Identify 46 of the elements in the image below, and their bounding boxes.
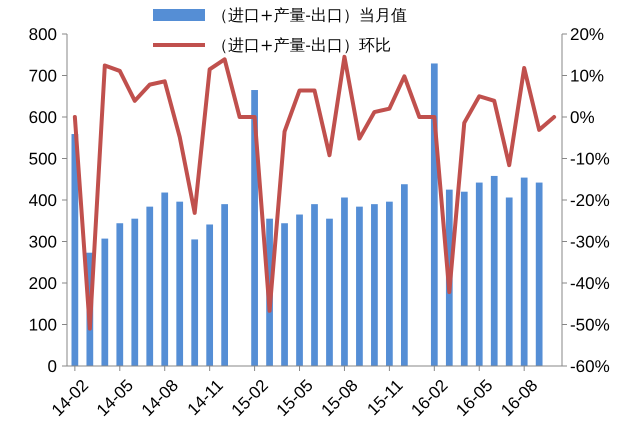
y2-tick-label: 20% — [570, 24, 604, 44]
y2-tick-label: -40% — [570, 274, 610, 293]
bar — [356, 206, 363, 366]
bar — [341, 198, 348, 366]
bar — [536, 182, 543, 366]
y2-tick-label: -20% — [570, 190, 610, 210]
y-tick-label: 700 — [28, 66, 57, 86]
y-tick-label: 300 — [28, 232, 57, 252]
bar — [506, 198, 513, 366]
bar — [476, 182, 483, 366]
bar — [490, 176, 498, 366]
bar — [251, 90, 258, 366]
y2-tick-label: -30% — [570, 232, 610, 252]
y2-tick-label: -10% — [570, 149, 610, 168]
bar — [371, 204, 378, 366]
bar — [520, 178, 528, 366]
y-tick-label: 0 — [48, 356, 57, 376]
bar — [326, 218, 333, 366]
y-tick-label: 400 — [28, 190, 57, 210]
line-series — [72, 54, 556, 331]
y2-tick-label: -50% — [570, 315, 610, 334]
bar — [176, 202, 184, 366]
bar — [460, 192, 468, 366]
y-tick-label: 200 — [28, 274, 57, 293]
bar — [296, 214, 303, 366]
bar — [281, 223, 288, 366]
bar — [311, 204, 318, 366]
bar — [161, 192, 168, 366]
legend-label: （进口+产量-出口）当月值 — [212, 6, 407, 25]
bar — [206, 224, 214, 366]
y-tick-label: 100 — [28, 315, 57, 334]
bar — [131, 218, 138, 366]
y2-tick-label: 10% — [570, 66, 604, 86]
bar — [146, 206, 154, 366]
y2-tick-label: -60% — [570, 356, 610, 376]
legend-label: （进口+产量-出口）环比 — [212, 36, 391, 55]
y2-tick-label: 0% — [570, 108, 595, 127]
bar — [221, 204, 228, 366]
y-tick-label: 500 — [28, 149, 57, 168]
bar — [400, 184, 408, 366]
bar — [116, 223, 124, 366]
bar — [101, 238, 108, 366]
bar — [191, 239, 198, 366]
y-tick-label: 800 — [28, 24, 57, 44]
bar — [386, 202, 393, 366]
y-tick-label: 600 — [28, 108, 57, 127]
